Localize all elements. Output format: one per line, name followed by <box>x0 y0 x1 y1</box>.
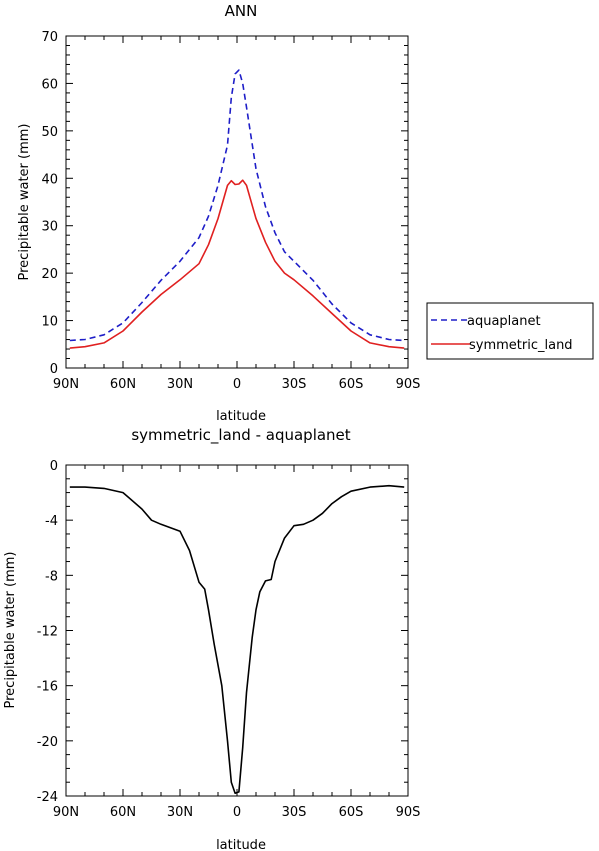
top-y-tick-label: 20 <box>41 267 58 282</box>
bottom-y-tick-label: -24 <box>37 790 58 805</box>
top-y-tick-label: 0 <box>50 362 58 377</box>
top-x-tick-label: 0 <box>233 377 241 392</box>
panel-annual-precipitable-water: ANN 90N 60N 30N 0 30S 60S 90S 0 10 20 30 40 50 60 70 l… <box>17 2 420 424</box>
bottom-x-tick-label: 30S <box>282 805 307 820</box>
bottom-x-tick-label: 60N <box>110 805 136 820</box>
top-y-axis-label: Precipitable water (mm) <box>17 124 32 281</box>
legend-symmetric-land-label: symmetric_land <box>469 338 573 353</box>
top-x-tick-label: 60S <box>339 377 364 392</box>
bottom-x-tick-label: 30N <box>167 805 193 820</box>
bottom-x-tick-label: 0 <box>233 805 241 820</box>
bottom-y-tick-label: -16 <box>37 680 58 695</box>
bottom-x-tick-label: 60S <box>339 805 364 820</box>
bottom-chart-title: symmetric_land - aquaplanet <box>131 426 350 445</box>
top-y-tick-label: 10 <box>41 315 58 330</box>
top-y-tick-label: 40 <box>41 172 58 187</box>
panel-difference: symmetric_land - aquaplanet 90N 60N 30N 0 30… <box>3 426 420 851</box>
top-y-tick-label: 70 <box>41 30 58 45</box>
top-series-line-aquaplanet <box>69 69 405 342</box>
bottom-y-tick-label: 0 <box>50 459 58 474</box>
top-chart-title: ANN <box>225 2 258 20</box>
bottom-y-tick-label: -4 <box>45 514 58 529</box>
bottom-x-tick-label: 90S <box>396 805 421 820</box>
top-x-tick-label: 90N <box>53 377 79 392</box>
bottom-x-tick-label: 90N <box>53 805 79 820</box>
legend-aquaplanet-label: aquaplanet <box>467 314 541 329</box>
top-plot-frame <box>65 35 409 369</box>
top-x-tick-label: 30N <box>167 377 193 392</box>
top-series-line-symmetric-land <box>69 179 405 349</box>
top-x-axis-label: latitude <box>216 409 266 424</box>
top-y-tick-label: 60 <box>41 77 58 92</box>
top-y-tick-label: 30 <box>41 220 58 235</box>
bottom-y-tick-label: -12 <box>37 625 58 640</box>
legend-box <box>426 302 594 360</box>
bottom-y-axis-label: Precipitable water (mm) <box>3 552 18 709</box>
bottom-y-tick-label: -20 <box>37 735 58 750</box>
top-x-tick-label: 30S <box>282 377 307 392</box>
bottom-y-tick-label: -8 <box>45 569 58 584</box>
top-x-tick-label: 90S <box>396 377 421 392</box>
legend: aquaplanet symmetric_land <box>426 302 594 360</box>
top-x-tick-label: 60N <box>110 377 136 392</box>
top-y-tick-label: 50 <box>41 125 58 140</box>
bottom-plot-frame <box>65 464 409 797</box>
bottom-x-axis-label: latitude <box>216 838 266 851</box>
bottom-series-line-difference <box>69 484 405 794</box>
